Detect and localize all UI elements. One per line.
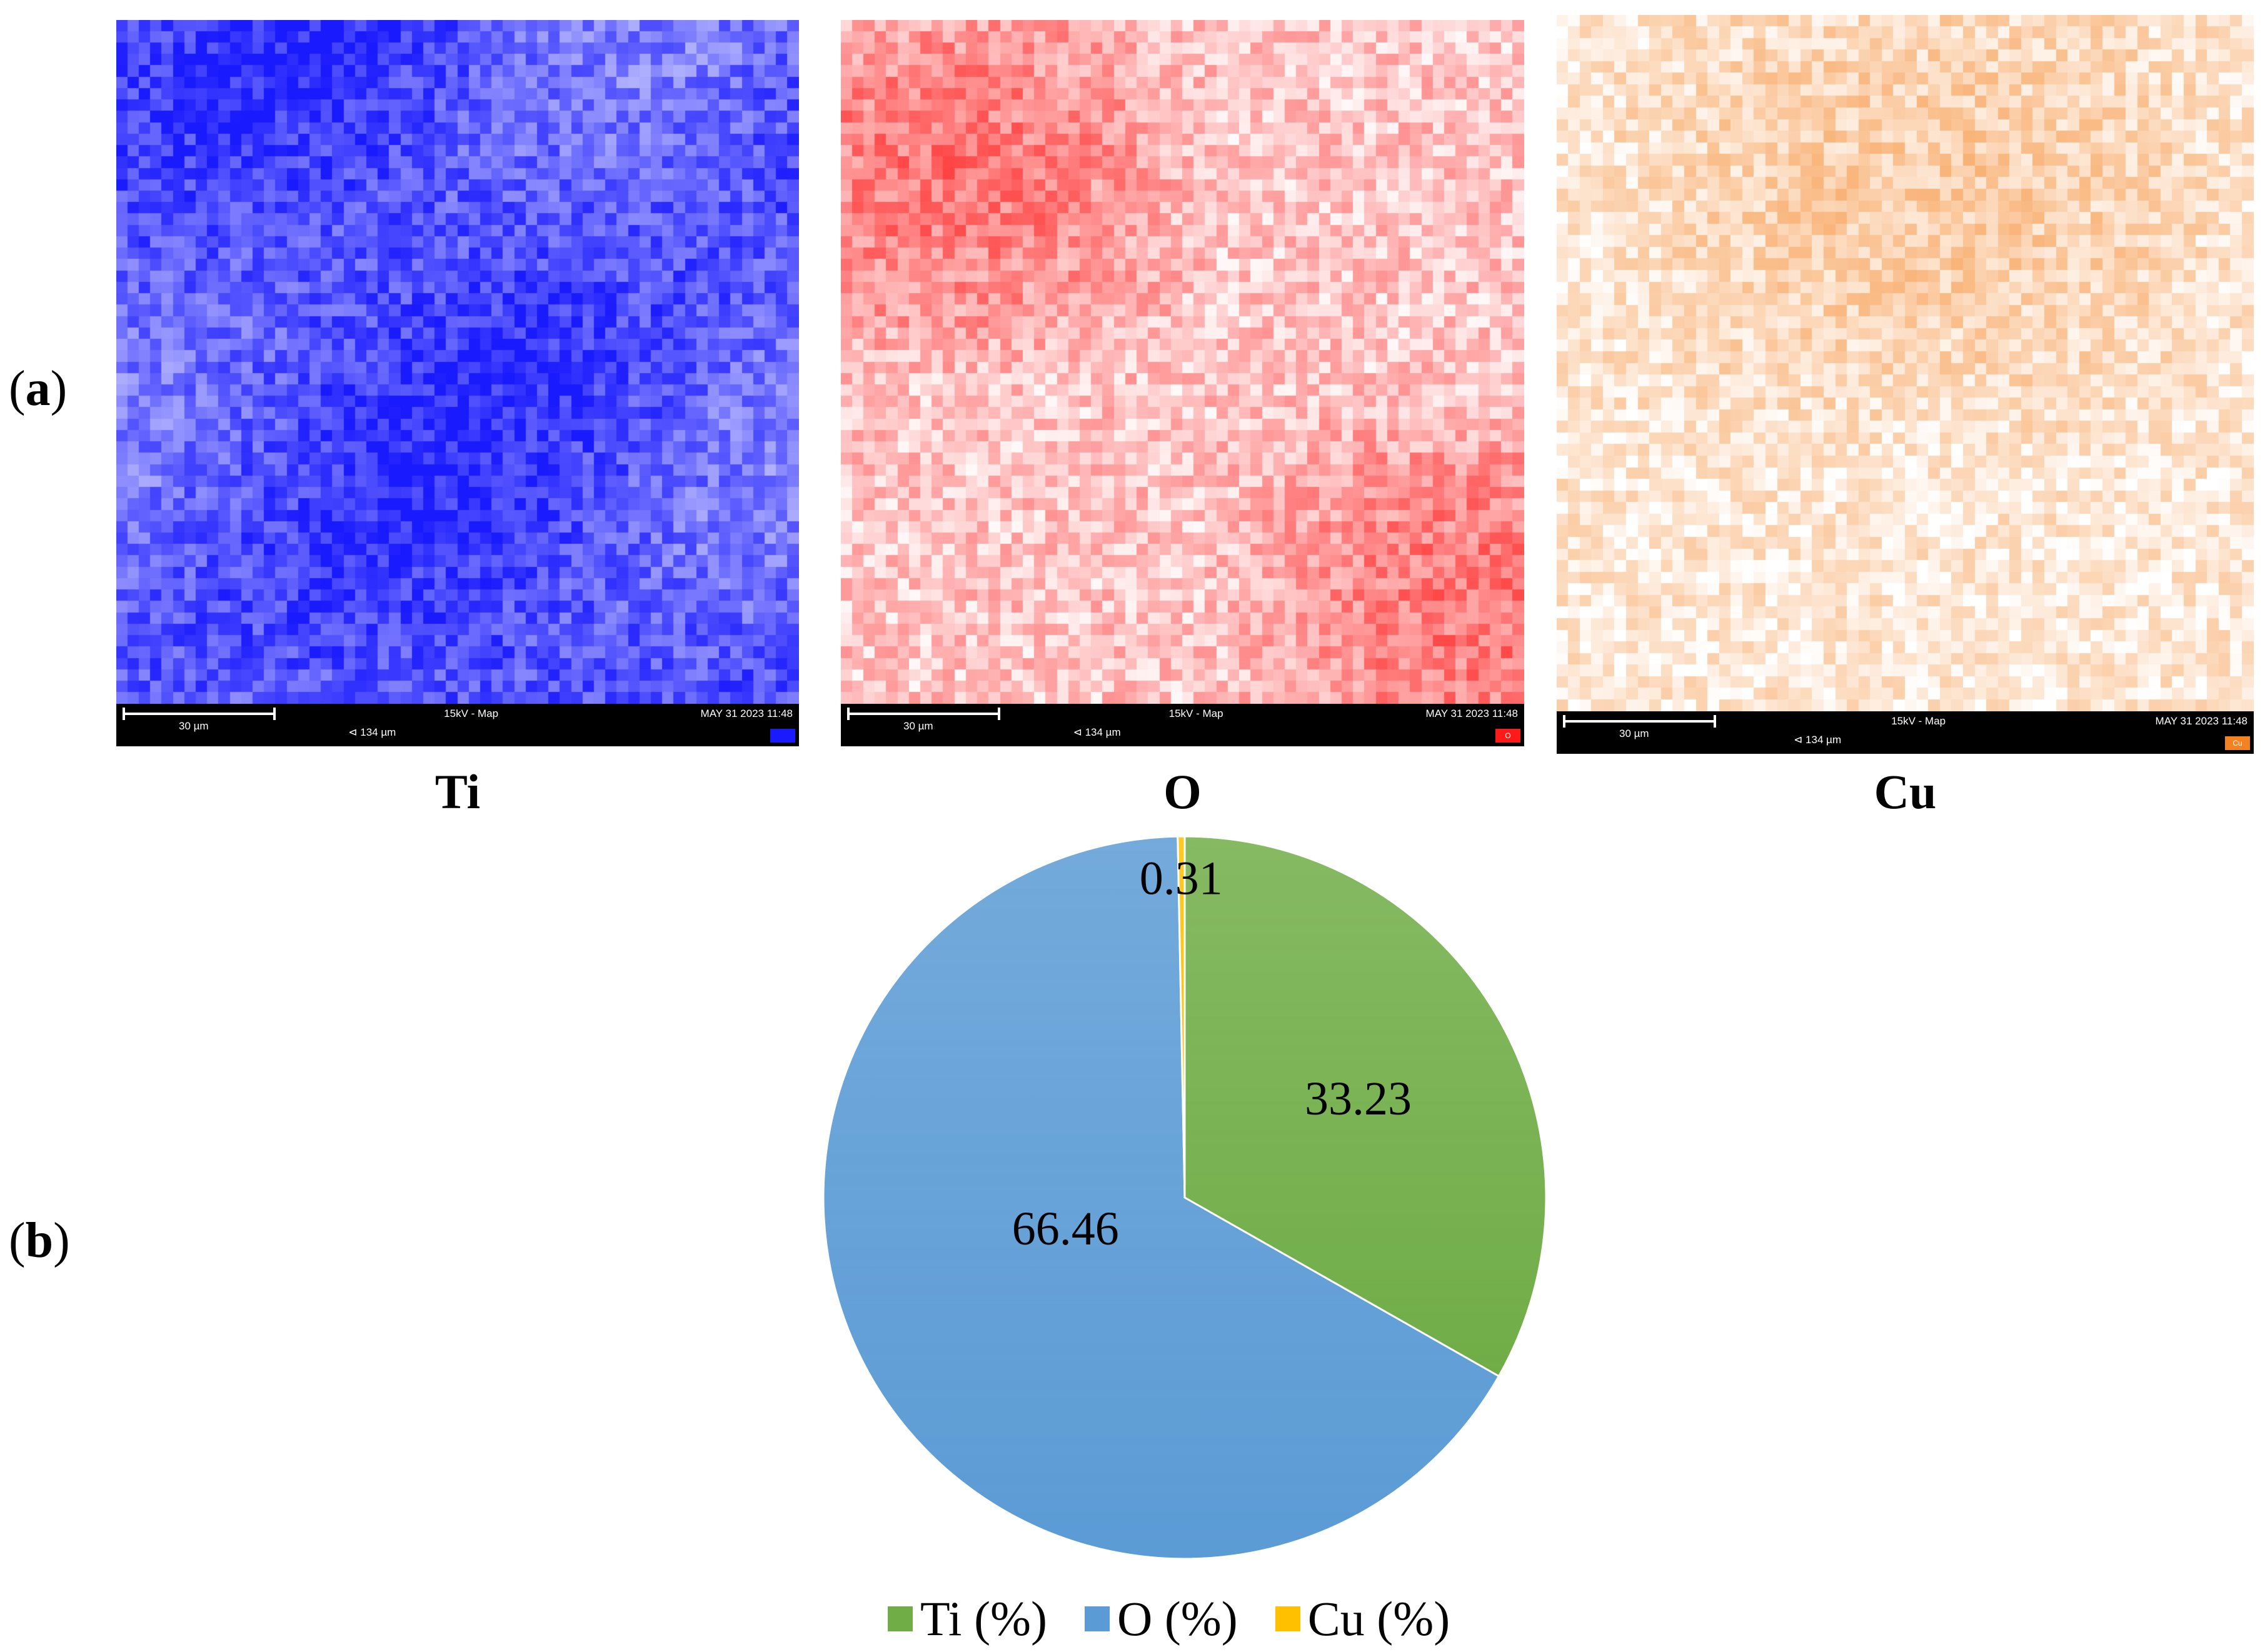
legend-swatch [888,1606,913,1631]
element-color-chip: O [1495,729,1520,743]
date-label: MAY 31 2023 11:48 [2155,715,2247,727]
element-color-chip: Cu [2225,736,2250,750]
field-width-label: ⊲ 134 µm [1794,734,1842,746]
legend-label: Ti (%) [920,1591,1047,1646]
scale-bar [1563,715,1716,728]
date-label: MAY 31 2023 11:48 [700,708,793,719]
date-label: MAY 31 2023 11:48 [1425,708,1518,719]
legend-item-o: O (%) [1085,1591,1238,1647]
scale-label: 30 µm [179,720,209,732]
scale-label: 30 µm [1619,728,1649,739]
field-width-label: ⊲ 134 µm [1073,726,1121,738]
panel-label-b: (b) [9,1213,70,1268]
scale-bar [123,708,276,720]
element-color-chip [770,729,795,743]
pie-legend: Ti (%) O (%) Cu (%) [888,1591,1487,1647]
map-info-bar: 30 µm 15kV - Map MAY 31 2023 11:48 ⊲ 134 µm… [1557,711,2254,754]
legend-label: O (%) [1117,1591,1238,1646]
legend-item-cu: Cu (%) [1275,1591,1450,1647]
eds-map-cu: 30 µm 15kV - Map MAY 31 2023 11:48 ⊲ 134 µm… [1557,15,2254,754]
scale-bar [847,708,1000,720]
legend-item-ti: Ti (%) [888,1591,1047,1647]
pie-data-label-o: 66.46 [1012,1203,1119,1255]
element-caption-o: O [1163,764,1202,819]
eds-map-image [841,20,1524,704]
element-caption-ti: Ti [434,764,481,819]
pie-data-label-ti: 33.23 [1305,1073,1412,1125]
field-width-label: ⊲ 134 µm [348,726,396,738]
pie-slice-ti [1183,835,1547,1378]
eds-map-o: 30 µm 15kV - Map MAY 31 2023 11:48 ⊲ 134 µm… [841,20,1524,746]
map-info-bar: 30 µm 15kV - Map MAY 31 2023 11:48 ⊲ 134 µm… [841,704,1524,746]
panel-label-a: (a) [9,361,68,416]
pie-slice-cu [1177,835,1186,1198]
eds-map-image [1557,15,2254,711]
mode-label: 15kV - Map [444,708,499,719]
mode-label: 15kV - Map [1168,708,1223,719]
legend-label: Cu (%) [1307,1591,1450,1646]
legend-swatch [1085,1606,1110,1631]
pie-slice-o [822,835,1500,1560]
element-caption-cu: Cu [1874,764,1937,819]
pie-data-label-cu: 0.31 [1140,853,1223,905]
eds-map-image [116,20,799,704]
map-info-bar: 30 µm 15kV - Map MAY 31 2023 11:48 ⊲ 134 µm [116,704,799,746]
legend-swatch [1275,1606,1300,1631]
mode-label: 15kV - Map [1891,715,1946,727]
scale-label: 30 µm [903,720,933,732]
eds-map-ti: 30 µm 15kV - Map MAY 31 2023 11:48 ⊲ 134 µm [116,20,799,746]
